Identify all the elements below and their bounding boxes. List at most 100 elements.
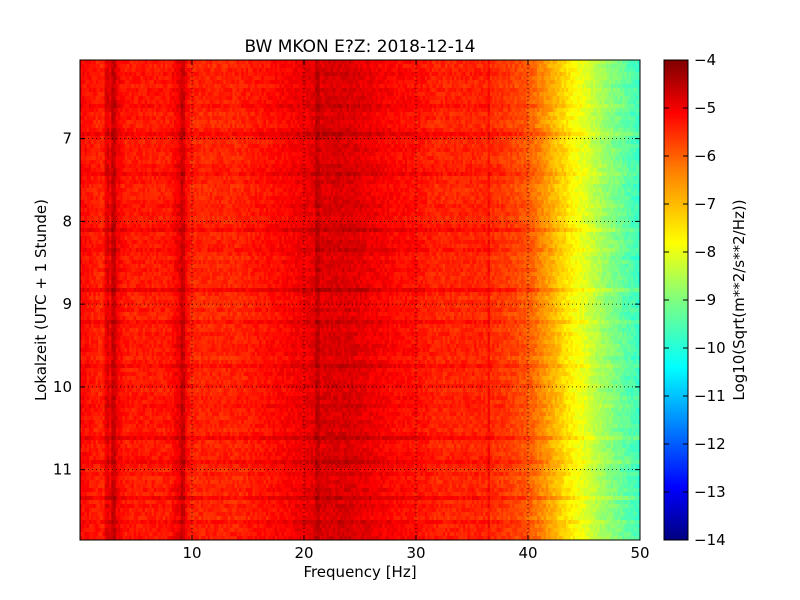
heatmap-cell (111, 404, 115, 409)
heatmap-cell (84, 152, 88, 157)
heatmap-cell (102, 372, 106, 377)
heatmap-cell (80, 176, 83, 181)
heatmap-cell (109, 316, 112, 321)
heatmap-cell (113, 100, 117, 105)
heatmap-cell (97, 492, 101, 497)
heatmap-cell (136, 368, 139, 373)
heatmap-cell (93, 248, 97, 253)
heatmap-cell (129, 264, 133, 269)
heatmap-cell (131, 488, 135, 493)
heatmap-cell (136, 332, 139, 337)
heatmap-cell (93, 476, 97, 481)
heatmap-cell (97, 268, 101, 273)
heatmap-cell (124, 192, 128, 197)
heatmap-cell (104, 464, 108, 469)
heatmap-cell (115, 252, 119, 257)
heatmap-cell (111, 372, 115, 377)
heatmap-cell (109, 172, 112, 177)
heatmap-cell (97, 476, 101, 481)
heatmap-cell (109, 512, 112, 517)
heatmap-cell (131, 452, 135, 457)
heatmap-cell (86, 208, 90, 213)
heatmap-cell (127, 444, 130, 449)
heatmap-cell (122, 220, 126, 225)
heatmap-cell (86, 104, 90, 109)
heatmap-cell (91, 240, 95, 245)
heatmap-cell (86, 288, 90, 293)
heatmap-cell (129, 488, 133, 493)
heatmap-cell (91, 200, 95, 205)
heatmap-cell (93, 60, 97, 65)
heatmap-cell (127, 332, 130, 337)
heatmap-cell (84, 456, 88, 461)
heatmap-cell (80, 424, 83, 429)
heatmap-cell (84, 184, 88, 189)
heatmap-cell (120, 120, 124, 125)
heatmap-cell (102, 496, 106, 501)
heatmap-cell (115, 68, 119, 73)
heatmap-cell (102, 236, 106, 241)
heatmap-cell (111, 388, 115, 393)
heatmap-cell (93, 536, 97, 540)
heatmap-cell (106, 268, 110, 273)
heatmap-cell (109, 228, 112, 233)
heatmap-cell (93, 356, 97, 361)
heatmap-cell (129, 216, 133, 221)
heatmap-cell (124, 132, 128, 137)
heatmap-cell (133, 212, 137, 217)
heatmap-cell (133, 112, 137, 117)
heatmap-cell (104, 280, 108, 285)
heatmap-cell (80, 104, 83, 109)
heatmap-cell (133, 316, 137, 321)
heatmap-cell (104, 536, 108, 540)
heatmap-cell (102, 488, 106, 493)
heatmap-cell (80, 132, 83, 137)
heatmap-cell (120, 276, 124, 281)
heatmap-cell (124, 460, 128, 465)
heatmap-cell (84, 396, 88, 401)
heatmap-cell (97, 104, 101, 109)
heatmap-cell (82, 476, 86, 481)
heatmap-cell (82, 280, 86, 285)
heatmap-cell (115, 464, 119, 469)
heatmap-cell (88, 496, 92, 501)
heatmap-cell (109, 332, 112, 337)
heatmap-cell (102, 352, 106, 357)
heatmap-cell (88, 432, 92, 437)
heatmap-cell (131, 64, 135, 69)
heatmap-cell (109, 212, 112, 217)
heatmap-cell (133, 196, 137, 201)
heatmap-cell (115, 320, 119, 325)
heatmap-cell (80, 72, 83, 77)
heatmap-cell (115, 116, 119, 121)
heatmap-cell (106, 284, 110, 289)
heatmap-cell (118, 372, 121, 377)
heatmap-cell (82, 172, 86, 177)
heatmap-cell (80, 280, 83, 285)
heatmap-cell (93, 396, 97, 401)
heatmap-cell (106, 88, 110, 93)
heatmap-cell (100, 172, 103, 177)
heatmap-cell (104, 444, 108, 449)
heatmap-cell (115, 76, 119, 81)
heatmap-cell (88, 408, 92, 413)
heatmap-cell (80, 432, 83, 437)
heatmap-cell (124, 236, 128, 241)
heatmap-cell (133, 292, 137, 297)
heatmap-cell (129, 88, 133, 93)
heatmap-cell (84, 172, 88, 177)
heatmap-cell (100, 464, 103, 469)
heatmap-cell (91, 428, 95, 433)
heatmap-cell (91, 264, 95, 269)
heatmap-cell (113, 232, 117, 237)
heatmap-cell (122, 404, 126, 409)
heatmap-cell (88, 404, 92, 409)
heatmap-cell (93, 212, 97, 217)
heatmap-cell (86, 304, 90, 309)
heatmap-cell (86, 428, 90, 433)
heatmap-cell (93, 300, 97, 305)
heatmap-cell (118, 444, 121, 449)
heatmap-cell (106, 480, 110, 485)
heatmap-cell (106, 68, 110, 73)
heatmap-cell (88, 400, 92, 405)
